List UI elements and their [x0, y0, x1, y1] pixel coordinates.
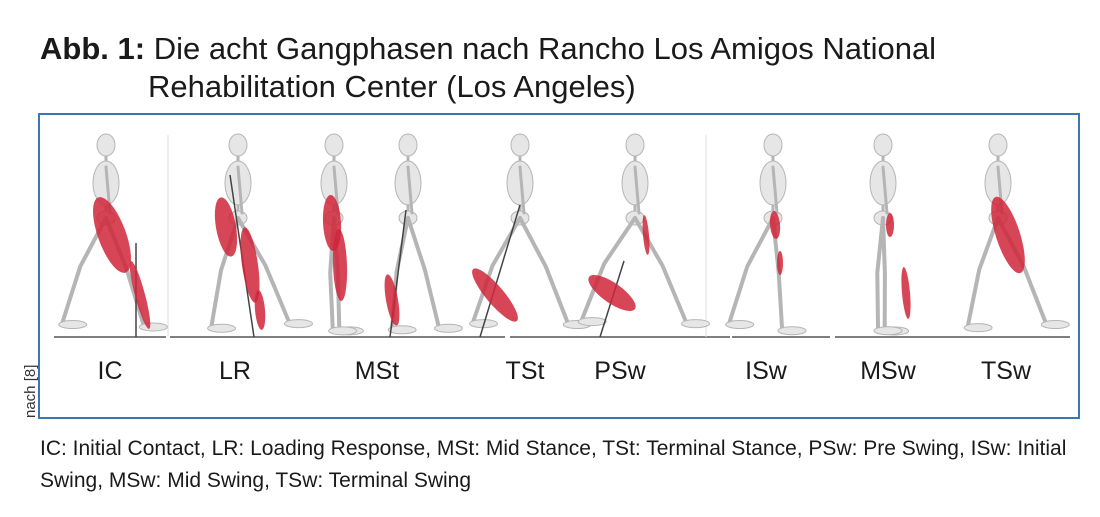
leg: [518, 216, 570, 324]
leg: [875, 216, 885, 330]
muscle: [384, 274, 400, 326]
figure-caption: IC: Initial Contact, LR: Loading Respons…: [40, 437, 1067, 492]
foot: [963, 323, 993, 333]
foot: [1040, 320, 1070, 330]
leg: [633, 216, 688, 323]
muscle: [254, 290, 266, 330]
phase-label-ic: IC: [98, 357, 123, 385]
phase-label-tst: TSt: [506, 357, 545, 385]
foot: [284, 319, 313, 329]
muscle: [777, 251, 783, 275]
leg: [406, 216, 441, 328]
arm: [406, 165, 414, 215]
foot: [207, 323, 237, 333]
muscle: [129, 261, 151, 329]
figure-title-line2: Rehabilitation Center (Los Angeles): [148, 69, 636, 104]
foot: [138, 322, 168, 332]
muscle: [472, 268, 518, 322]
skeleton-walking-figure-icon: [869, 133, 910, 336]
skull: [988, 133, 1008, 157]
foot: [577, 317, 607, 327]
phase-label-lr: LR: [219, 357, 251, 385]
phase-label-psw: PSw: [594, 357, 646, 385]
foot: [58, 320, 88, 330]
arm: [518, 165, 526, 215]
skull: [228, 133, 248, 157]
muscle: [901, 267, 911, 319]
phase-label-isw: ISw: [745, 357, 788, 385]
source-note: nach [8]: [22, 364, 39, 418]
muscle: [240, 227, 260, 303]
figure-title-line1: Abb. 1: Die acht Gangphasen nach Rancho …: [40, 30, 1040, 68]
arm: [771, 165, 779, 215]
leg: [580, 216, 637, 321]
skull: [873, 133, 893, 157]
phase-label-tsw: TSw: [981, 357, 1032, 385]
load-line: [479, 204, 521, 338]
figure-title-text-1: Die acht Gangphasen nach Rancho Los Amig…: [153, 31, 937, 66]
leg: [966, 216, 1000, 327]
muscle: [886, 213, 894, 237]
gait-phase-illustration: IC LR MSt TSt PSw ISw MSw TSw: [54, 133, 1070, 385]
foot: [777, 326, 807, 336]
skeleton-walking-figure-icon: [963, 133, 1070, 333]
phase-label-msw: MSw: [860, 357, 917, 385]
muscle: [588, 274, 636, 312]
figure-title: Abb. 1: Die acht Gangphasen nach Rancho …: [40, 30, 1040, 106]
skeleton-walking-figure-icon: [725, 133, 807, 336]
leg: [727, 216, 775, 324]
arm: [633, 165, 641, 215]
skeleton-walking-figure-icon: [387, 133, 463, 335]
arm: [881, 165, 889, 215]
muscle: [991, 196, 1025, 274]
foot: [725, 320, 755, 330]
foot: [681, 319, 710, 329]
skull: [625, 133, 645, 157]
muscle: [769, 211, 781, 239]
skull: [510, 133, 530, 157]
skull: [763, 133, 783, 157]
skull: [96, 133, 116, 157]
foot: [873, 326, 903, 336]
foot: [328, 326, 358, 336]
phase-label-mst: MSt: [355, 357, 400, 385]
figure-number: Abb. 1:: [40, 31, 146, 66]
muscle: [93, 197, 131, 273]
muscle: [332, 229, 348, 301]
arm: [236, 165, 244, 215]
skeleton-walking-figure-icon: [207, 133, 313, 333]
skull: [398, 133, 418, 157]
skull: [324, 133, 344, 157]
leg: [881, 216, 887, 330]
muscle: [214, 197, 238, 257]
muscle: [642, 215, 650, 255]
foot: [387, 325, 417, 335]
gait-phase-figure: IC LR MSt TSt PSw ISw MSw TSw: [38, 113, 1080, 419]
foot: [433, 323, 463, 333]
